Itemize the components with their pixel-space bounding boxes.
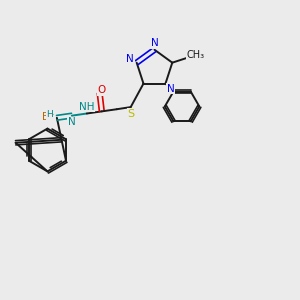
Text: N: N: [126, 54, 134, 64]
Text: Br: Br: [42, 112, 53, 122]
Text: NH: NH: [79, 102, 94, 112]
Text: O: O: [97, 85, 105, 95]
Text: CH₃: CH₃: [187, 50, 205, 60]
Text: S: S: [127, 109, 134, 118]
Text: H: H: [46, 110, 53, 119]
Text: N: N: [151, 38, 158, 48]
Text: N: N: [68, 117, 76, 127]
Text: N: N: [167, 84, 175, 94]
